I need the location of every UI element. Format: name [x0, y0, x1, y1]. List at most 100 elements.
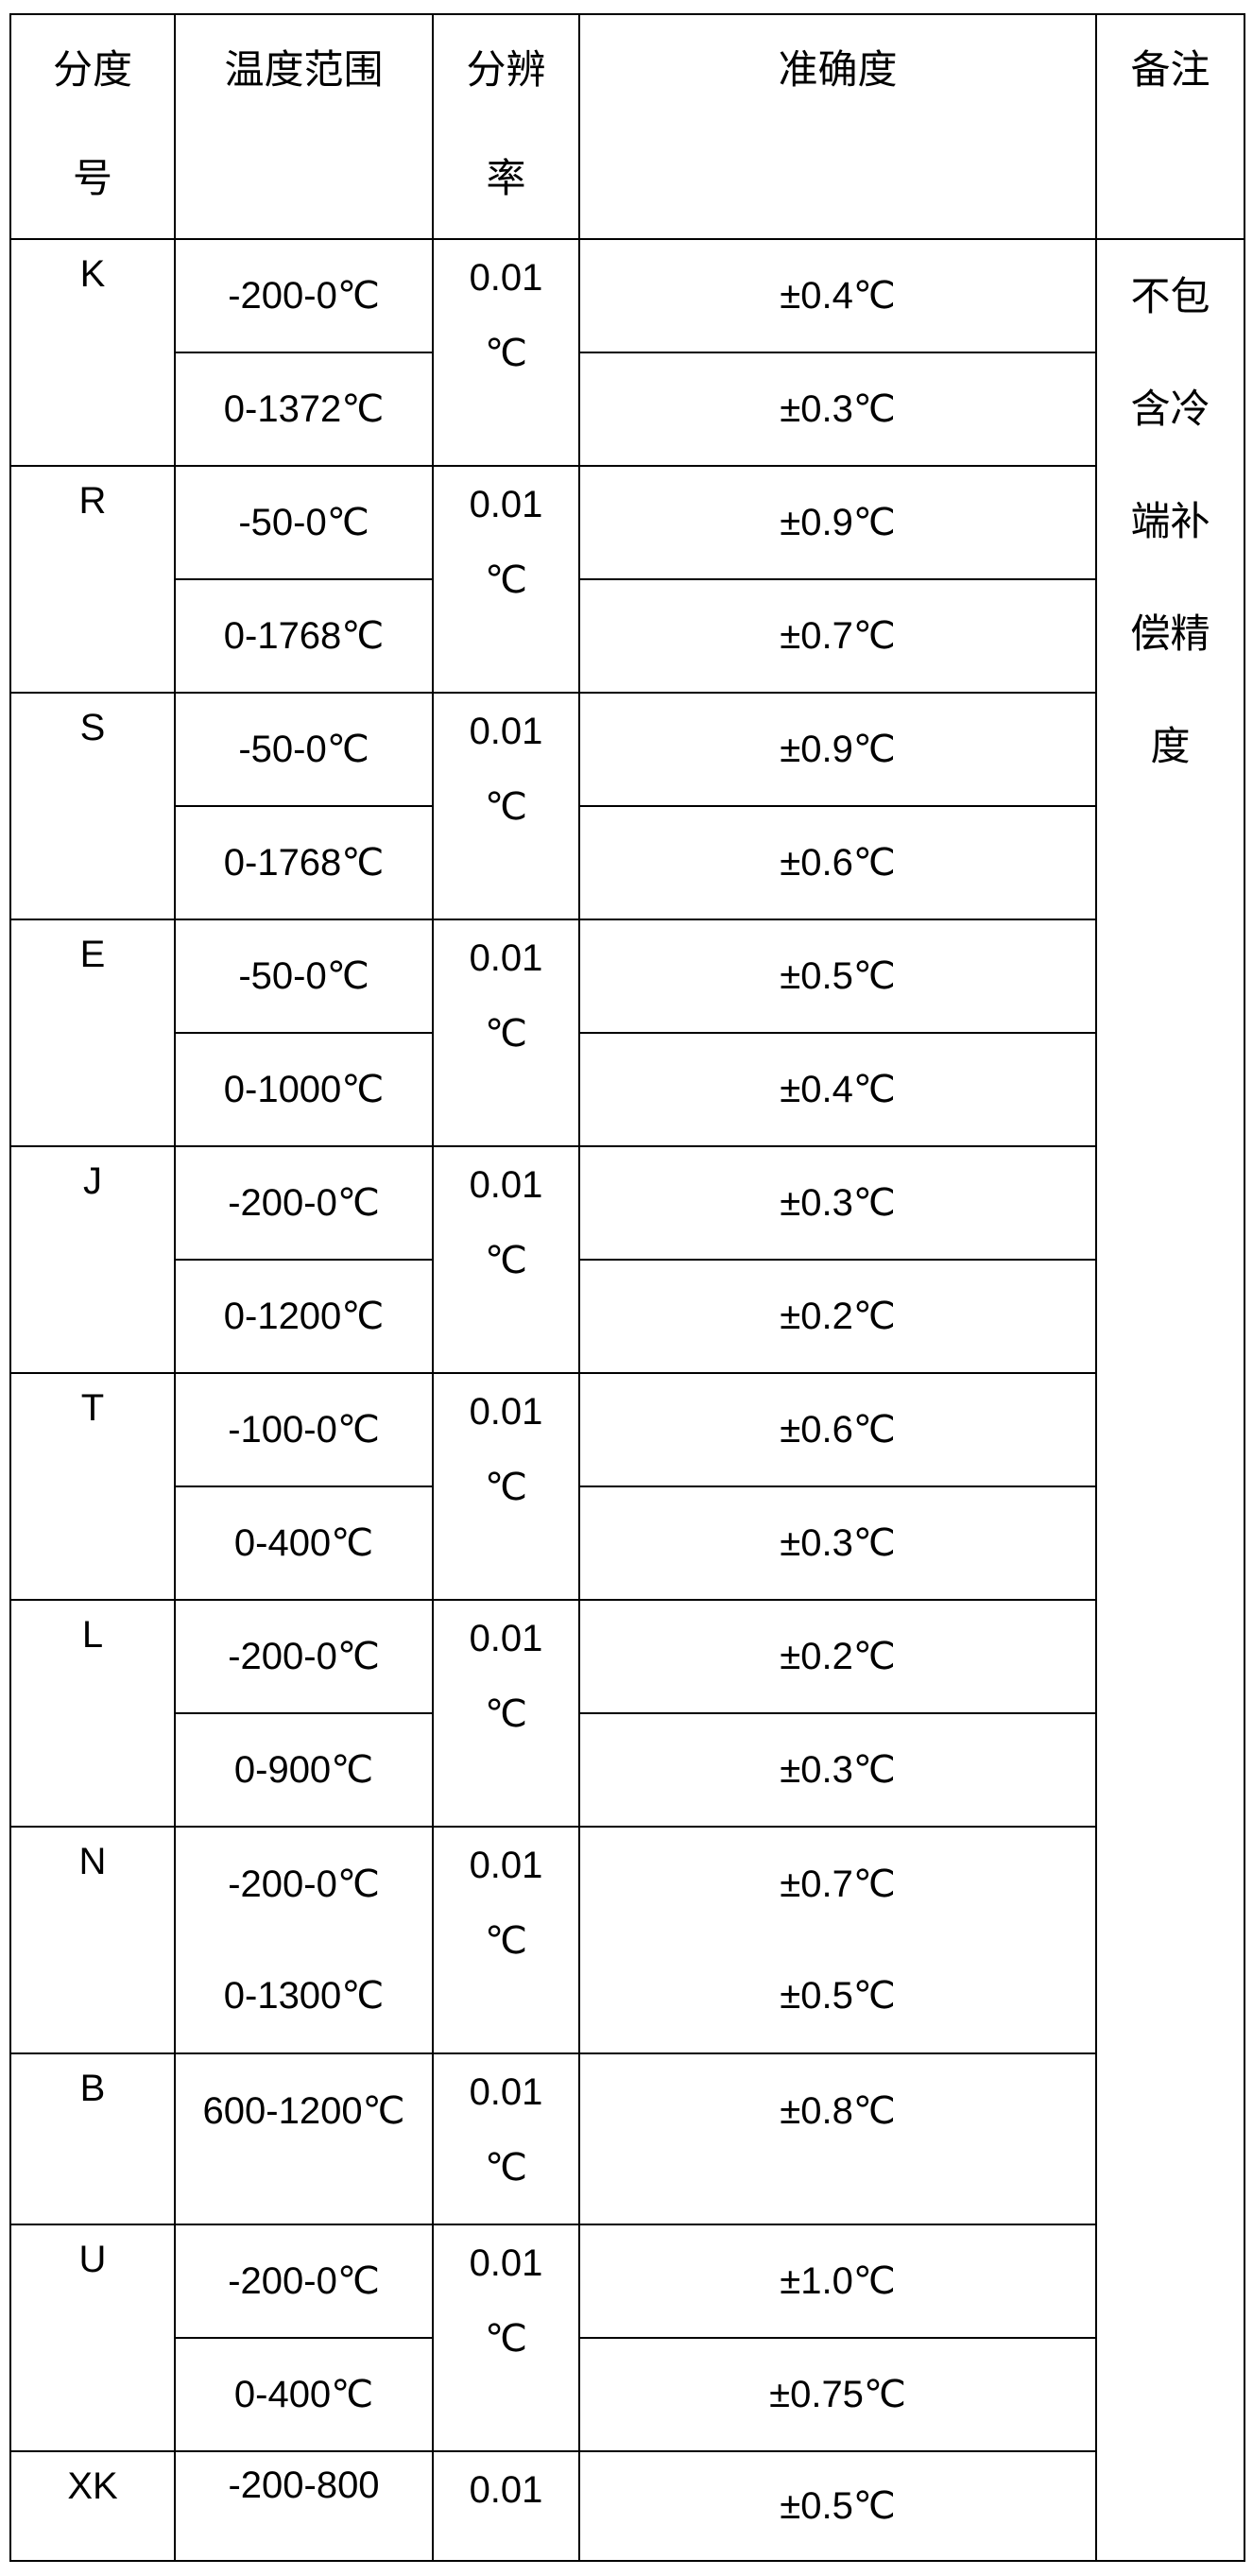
cell-code: T: [9, 1372, 176, 1601]
range-value: -200-0℃: [228, 1636, 380, 1677]
accuracy-value: ±0.9℃: [780, 502, 896, 543]
range-value: 0-400℃: [233, 2374, 374, 2415]
cell-code: N: [9, 1826, 176, 2054]
range-value: -200-0℃: [228, 2260, 380, 2302]
resolution-value: ℃: [485, 1693, 527, 1735]
remark-text: 不包含冷端补偿精度: [1130, 274, 1210, 768]
resolution-value: 0.01: [469, 2469, 543, 2511]
cell-accuracy: ±0.7℃ ±0.5℃: [578, 1826, 1097, 2054]
cell-accuracy: ±0.5℃: [578, 919, 1097, 1034]
cell-code: K: [9, 238, 176, 467]
cell-range: 0-1768℃: [174, 805, 434, 920]
cell-range: 0-1768℃: [174, 578, 434, 694]
resolution-value: 0.01: [469, 1391, 543, 1433]
range-value: -50-0℃: [238, 502, 369, 543]
cell-resolution: 0.01 ℃: [432, 465, 580, 694]
range-value: 0-1768℃: [223, 842, 385, 884]
accuracy-value: ±0.3℃: [780, 1522, 896, 1564]
cell-range: 0-1000℃: [174, 1032, 434, 1147]
cell-range: 0-1200℃: [174, 1259, 434, 1374]
range-value: -100-0℃: [228, 1409, 380, 1451]
cell-range: -100-0℃: [174, 1372, 434, 1487]
accuracy-value: ±0.6℃: [780, 1409, 896, 1451]
table-row: 0-900℃ ±0.3℃: [10, 1712, 1244, 1828]
resolution-value: 0.01: [469, 1845, 543, 1886]
accuracy-value: ±0.6℃: [780, 842, 896, 884]
cell-code: B: [9, 2052, 176, 2225]
header-range-label: 温度范围: [224, 47, 384, 92]
header-accuracy: 准确度: [578, 13, 1097, 240]
table-row: R -50-0℃ 0.01 ℃ ±0.9℃: [9, 465, 1244, 694]
range-value: 600-1200℃: [202, 2090, 405, 2132]
table-row: K -200-0℃ 0.01 ℃ ±0.4℃ 不包含冷端补偿精度: [9, 238, 1245, 2562]
cell-code: XK: [9, 2450, 176, 2562]
cell-resolution: 0.01 ℃: [432, 1372, 580, 1601]
cell-accuracy: ±0.2℃: [578, 1599, 1097, 1714]
cell-accuracy: ±0.3℃: [578, 1145, 1097, 1261]
header-code-label: 分度号: [52, 47, 132, 200]
cell-accuracy: ±0.3℃: [578, 1712, 1097, 1828]
resolution-value: 0.01: [469, 711, 543, 752]
table-row: U -200-0℃ 0.01 ℃ ±1.0℃: [9, 2224, 1244, 2452]
accuracy-value: ±0.3℃: [780, 1749, 896, 1791]
cell-range: -200-0℃: [174, 1599, 434, 1714]
header-resolution: 分辨率: [432, 13, 580, 240]
accuracy-value: ±0.2℃: [780, 1636, 896, 1677]
range-value: -50-0℃: [238, 955, 369, 997]
cell-accuracy: ±0.3℃: [578, 352, 1097, 467]
resolution-value: 0.01: [469, 257, 543, 299]
cell-accuracy: ±0.6℃: [578, 1372, 1097, 1487]
cell-accuracy: ±0.75℃: [578, 2337, 1097, 2452]
accuracy-value: ±0.4℃: [780, 1069, 896, 1110]
range-value: 0-1300℃: [223, 1975, 385, 2017]
header-range: 温度范围: [174, 13, 434, 240]
cell-accuracy: ±0.2℃: [578, 1259, 1097, 1374]
cell-accuracy: ±0.4℃: [578, 238, 1097, 353]
accuracy-value: ±0.8℃: [780, 2090, 896, 2132]
table-row: 0-1372℃ ±0.3℃: [10, 352, 1244, 467]
cell-accuracy: ±0.7℃: [578, 578, 1097, 694]
range-value: 0-1000℃: [223, 1069, 385, 1110]
resolution-value: ℃: [485, 2318, 527, 2360]
cell-range: -50-0℃: [174, 919, 434, 1034]
header-row: 分度号 温度范围 分辨率 准确度 备注: [9, 13, 1245, 240]
resolution-value: 0.01: [469, 1618, 543, 1659]
table-row: 0-1000℃ ±0.4℃: [10, 1032, 1244, 1147]
table-row: S -50-0℃ 0.01 ℃ ±0.9℃: [9, 692, 1244, 920]
resolution-value: ℃: [485, 786, 527, 828]
cell-range: -200-0℃: [174, 238, 434, 353]
accuracy-value: ±0.5℃: [780, 1975, 896, 2017]
cell-accuracy: ±1.0℃: [578, 2224, 1097, 2339]
table-row: 0-1768℃ ±0.6℃: [10, 805, 1244, 920]
cell-range: -200-0℃: [174, 1145, 434, 1261]
table-row: 0-1768℃ ±0.7℃: [10, 578, 1244, 694]
cell-code: U: [9, 2224, 176, 2452]
cell-range: 0-400℃: [174, 2337, 434, 2452]
resolution-value: 0.01: [469, 937, 543, 979]
range-value: -200-0℃: [228, 1182, 380, 1224]
cell-resolution: 0.01 ℃: [432, 238, 580, 467]
table-row: B 600-1200℃ 0.01 ℃ ±0.8℃: [9, 2052, 1244, 2225]
range-value: 0-1200℃: [223, 1296, 385, 1337]
accuracy-value: ±0.5℃: [780, 2485, 896, 2527]
range-value: 0-1768℃: [223, 615, 385, 657]
resolution-value: 0.01: [469, 2242, 543, 2284]
accuracy-value: ±0.3℃: [780, 1182, 896, 1224]
cell-code: J: [9, 1145, 176, 1374]
resolution-value: ℃: [485, 2147, 527, 2189]
cell-remark: 不包含冷端补偿精度: [1095, 238, 1245, 2562]
resolution-value: 0.01: [469, 484, 543, 525]
cell-resolution: 0.01 ℃: [432, 692, 580, 920]
cell-accuracy: ±0.4℃: [578, 1032, 1097, 1147]
resolution-value: ℃: [485, 333, 527, 374]
header-code: 分度号: [9, 13, 176, 240]
resolution-value: 0.01: [469, 2071, 543, 2113]
range-value: -200-800: [228, 2464, 380, 2506]
accuracy-value: ±0.7℃: [780, 1863, 896, 1905]
cell-range: -200-800: [174, 2450, 434, 2562]
cell-range: 600-1200℃: [174, 2052, 434, 2225]
range-value: -50-0℃: [238, 729, 369, 770]
cell-range: 0-900℃: [174, 1712, 434, 1828]
accuracy-value: ±0.4℃: [780, 275, 896, 317]
cell-range: -200-0℃ 0-1300℃: [174, 1826, 434, 2054]
